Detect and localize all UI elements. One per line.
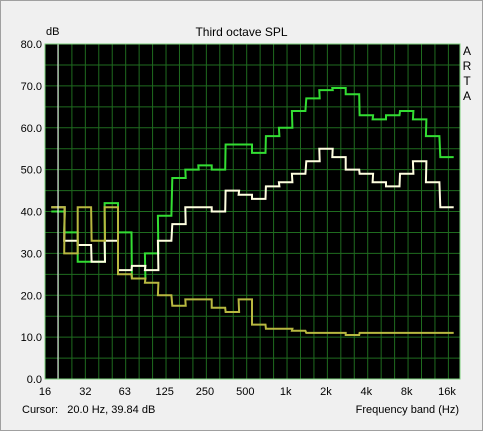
series-line <box>51 206 454 336</box>
plot-border <box>44 43 461 380</box>
arta-watermark: A R T A <box>462 44 472 104</box>
x-tick-label: 500 <box>236 386 254 398</box>
x-tick-label: 16 <box>39 386 51 398</box>
watermark-letter: R <box>462 59 472 73</box>
x-tick-label: 16k <box>438 386 456 398</box>
x-tick-label: 8k <box>401 386 413 398</box>
cursor-readout: Cursor: 20.0 Hz, 39.84 dB <box>22 404 155 417</box>
x-tick-label: 2k <box>320 386 332 398</box>
y-tick-label: 40.0 <box>21 207 42 219</box>
chart-title: Third octave SPL <box>195 25 288 39</box>
x-tick-label: 125 <box>155 386 173 398</box>
watermark-letter: T <box>463 74 471 88</box>
x-tick-label: 63 <box>119 386 131 398</box>
watermark-letter: A <box>462 44 471 58</box>
series-layer <box>51 87 454 336</box>
cursor-label: Cursor: <box>22 404 59 416</box>
grid <box>45 44 460 379</box>
y-tick-label: 50.0 <box>21 165 42 177</box>
y-tick-label: 60.0 <box>21 123 42 135</box>
x-tick-label: 32 <box>79 386 91 398</box>
y-tick-label: 20.0 <box>21 290 42 302</box>
watermark-letter: A <box>462 89 471 103</box>
x-tick-label: 4k <box>361 386 373 398</box>
y-tick-label: 10.0 <box>21 332 42 344</box>
y-axis-label: dB <box>46 26 60 38</box>
cursor-value: 20.0 Hz, 39.84 dB <box>67 404 156 416</box>
x-tick-label: 250 <box>196 386 214 398</box>
tick-labels: 0.0 10.0 20.0 30.0 40.0 50.0 60.0 70.0 80.0 16 32 6… <box>21 39 457 398</box>
y-tick-label: 0.0 <box>27 374 42 386</box>
x-axis-label: Frequency band (Hz) <box>355 404 459 416</box>
y-tick-label: 30.0 <box>21 248 42 260</box>
x-tick-label: 1k <box>280 386 292 398</box>
y-tick-label: 70.0 <box>21 81 42 93</box>
y-tick-label: 80.0 <box>21 39 42 51</box>
